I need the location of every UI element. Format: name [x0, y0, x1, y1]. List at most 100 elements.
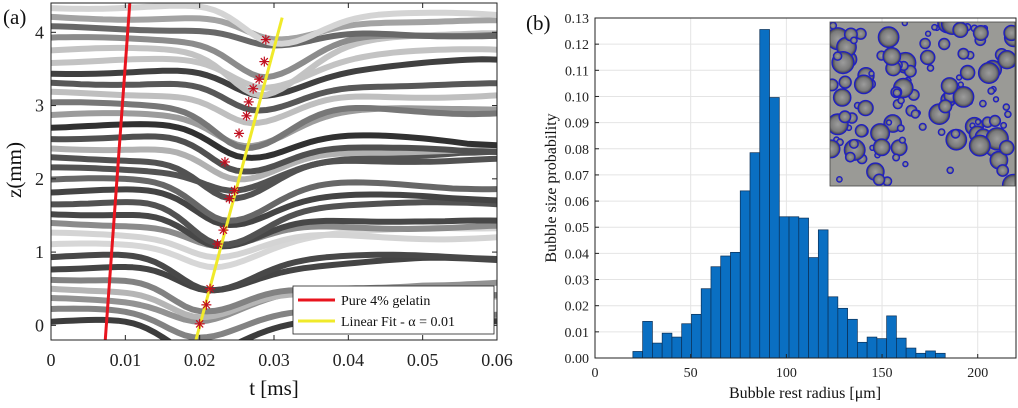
histogram-bar [817, 229, 829, 359]
histogram-bar [778, 216, 790, 359]
gelatin-line [103, 3, 132, 340]
minimum-marker [219, 156, 230, 167]
y-tick-label: 0.03 [565, 274, 590, 289]
x-tick-label: 150 [872, 366, 893, 381]
thickness-trace [51, 133, 497, 175]
histogram-bar [710, 266, 722, 359]
y-tick-label: 0.08 [565, 143, 590, 158]
inset-micrograph [829, 21, 1016, 187]
minimum-marker [243, 96, 254, 107]
x-tick-label: 100 [776, 366, 797, 381]
thickness-trace [51, 199, 497, 248]
histogram-bar [661, 332, 673, 359]
thickness-trace [51, 148, 497, 194]
legend-a: Pure 4% gelatin Linear Fit - α = 0.01 [292, 285, 495, 335]
minimum-marker [201, 299, 212, 310]
y-tick-label: 0.11 [565, 64, 589, 79]
y-tick-label: 0.12 [565, 38, 590, 53]
thickness-trace [51, 154, 497, 202]
x-axis-label-b: Bubble rest radius [μm] [729, 385, 881, 402]
panel-a: 0 0.01 0.02 0.03 0.04 0.05 0.06 0 1 2 3 4 (a) t [ms… [2, 2, 513, 400]
histogram-bar [866, 336, 878, 359]
histogram-bar [739, 190, 751, 359]
minimum-marker [229, 185, 240, 196]
histogram-bar [905, 347, 917, 359]
histogram-bar [847, 318, 858, 359]
minimum-marker [205, 283, 216, 294]
histogram-bar [886, 315, 897, 359]
x-tick-label: 0.04 [333, 350, 365, 370]
thickness-trace [51, 99, 497, 151]
minimum-marker [259, 56, 270, 67]
histogram-bar [857, 341, 868, 359]
histogram-bar [642, 321, 653, 359]
histogram-bar [720, 255, 731, 359]
histogram-bar [681, 323, 692, 359]
y-tick-label: 0.09 [565, 117, 590, 132]
histogram-bar [788, 216, 800, 359]
y-tick-label: 0.00 [565, 352, 590, 367]
histogram-bar [700, 288, 712, 359]
x-tick-label: 200 [967, 366, 988, 381]
panel-label-a: (a) [3, 5, 26, 29]
y-axis-label-a: z(mm) [2, 142, 26, 198]
thickness-trace [51, 145, 497, 183]
thickness-trace [51, 121, 497, 161]
y-tick-label: 0.04 [565, 247, 590, 262]
minimum-marker [218, 225, 229, 236]
minimum-marker [212, 239, 223, 250]
thickness-trace [51, 88, 497, 127]
y-tick-label: 0 [35, 315, 44, 335]
thickness-trace [51, 13, 497, 43]
minimum-marker [241, 110, 252, 121]
y-tick-label: 0.01 [565, 326, 590, 341]
panel-label-b: (b) [526, 11, 551, 35]
thickness-trace [51, 211, 497, 250]
y-axis-label-b: Bubble size probability [543, 113, 560, 262]
legend-entry-linear-fit: Linear Fit - α = 0.01 [341, 315, 455, 330]
histogram-bar [671, 336, 683, 359]
histogram-bar [632, 351, 643, 359]
minimum-marker [194, 318, 205, 329]
y-tick-label: 0.02 [565, 300, 590, 315]
x-tick-label: 0.03 [258, 350, 290, 370]
histogram-bar [837, 307, 848, 359]
histogram-bar [925, 350, 936, 359]
x-tick-label: 0 [47, 350, 56, 370]
histogram-bar [652, 342, 663, 359]
histogram-bar [769, 97, 780, 359]
bar-group [632, 29, 946, 359]
x-tick-label: 0.01 [110, 350, 142, 370]
histogram-bar [691, 313, 702, 359]
histogram-bar [827, 296, 839, 359]
y-tick-label: 1 [35, 242, 44, 262]
histogram-bar [935, 352, 946, 359]
x-tick-label: 0.06 [481, 350, 513, 370]
minimum-marker [224, 193, 235, 204]
y-tick-label: 0.10 [565, 90, 590, 105]
histogram-bar [759, 29, 770, 359]
minimum-marker [248, 83, 259, 94]
trace-group [51, 3, 497, 340]
y-tick-label: 3 [35, 96, 44, 116]
plot-frame-b [594, 17, 1017, 359]
y-tick-label: 0.13 [565, 12, 590, 27]
y-tick-label: 2 [35, 169, 44, 189]
thickness-trace [51, 186, 497, 228]
x-tick-label: 0 [592, 366, 599, 381]
x-tick-label: 0.02 [184, 350, 216, 370]
histogram-bar [749, 152, 761, 359]
panel-b: 0 50 100 150 200 0.00 0.01 0.02 0.03 0.04 0.05 0.06… [526, 11, 1017, 402]
y-tick-label: 0.07 [565, 169, 590, 184]
thickness-trace [51, 175, 497, 224]
x-tick-label: 0.05 [407, 350, 439, 370]
thickness-trace [51, 251, 497, 294]
y-tick-label: 0.05 [565, 221, 590, 236]
marker-group [194, 34, 271, 329]
thickness-trace [51, 229, 497, 261]
minimum-marker [234, 128, 245, 139]
minimum-marker [254, 74, 265, 85]
x-axis-label-a: t [ms] [249, 376, 299, 400]
histogram-bar [730, 251, 741, 359]
